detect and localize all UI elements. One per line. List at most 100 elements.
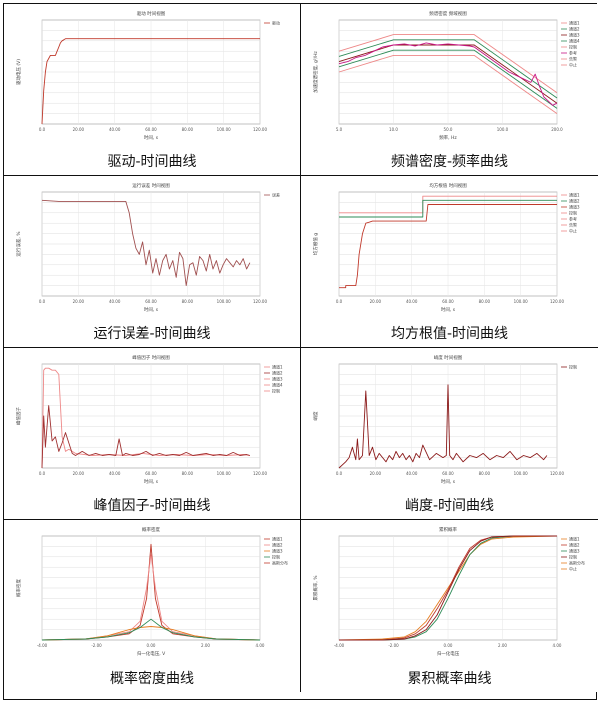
legend-label: 中止	[569, 62, 577, 68]
series-line	[339, 199, 557, 218]
caption-rms-time: 均方根值-时间曲线	[390, 326, 509, 342]
x-axis-label: 归一化电压	[437, 650, 460, 657]
chart-title: 均方根值 时间视图	[429, 182, 467, 189]
x-tick-label: 60.00	[145, 471, 157, 476]
cell-crest-time: 峰值因子 时间视图 0.0 20.00 40.00 60.00 80.00 100.00 12…	[4, 348, 301, 520]
chart-psd-freq: 频谱密度 频域视图 5.0 10.0 50.0 100.0 200.0 频率, Hz 加速度谱…	[312, 10, 580, 141]
series-line	[41, 618, 261, 641]
y-axis-label: 概率密度	[15, 579, 22, 597]
x-tick-label: 80.00	[479, 471, 491, 476]
caption-cdf: 累积概率曲线	[407, 671, 492, 687]
x-axis-label: 时间, s	[441, 306, 456, 313]
x-tick-label: 40.00	[109, 299, 121, 304]
legend-label: 参考	[569, 50, 577, 56]
cell-error-time: 运行误差 时间视图 0.0 20.00 40.00 60.00 80.00 100.00 12…	[4, 176, 301, 348]
x-tick-label: 100.0	[497, 127, 509, 132]
x-tick-label: 60.00	[442, 299, 454, 304]
x-tick-label: 5.0	[336, 127, 343, 132]
cell-rms-time: 均方根值 时间视图 0.0 20.00 40.00 60.00 80.00 100.00 12…	[301, 176, 598, 348]
legend-label: 驱动	[272, 20, 280, 26]
legend-label: 控制	[272, 388, 280, 394]
x-tick-label: 100.00	[514, 471, 528, 476]
x-tick-label: 4.00	[256, 643, 265, 648]
cell-cdf: 累积概率 -4.00 -2.00 0.00 2.00 4.00 归一化电压 累积概率, % 通道…	[301, 520, 598, 692]
series-line	[339, 535, 557, 641]
x-axis-label: 时间, s	[144, 478, 159, 485]
y-axis-label: 驱动电压 (V)	[15, 59, 22, 85]
x-axis-label: 频率, Hz	[439, 134, 457, 141]
x-tick-label: 0.0	[39, 471, 46, 476]
legend-label: 通道4	[272, 382, 283, 388]
x-tick-label: 0.0	[39, 127, 46, 132]
legend-label: 告警	[569, 222, 577, 228]
x-tick-label: 100.00	[217, 299, 231, 304]
legend-label: 控制	[272, 554, 280, 560]
series-line	[338, 34, 558, 94]
x-tick-label: 120.00	[253, 299, 267, 304]
chart-title: 频谱密度 频域视图	[429, 10, 467, 17]
legend-label: 通道1	[569, 536, 580, 542]
cell-psd-freq: 频谱密度 频域视图 5.0 10.0 50.0 100.0 200.0 频率, Hz 加速度谱…	[301, 4, 598, 176]
chart-grid: 驱动 时间视图 0.0 20.00 40.00 60.00 80.00 100.00 120.…	[3, 3, 598, 700]
series-line	[41, 199, 251, 287]
legend-label: 通道3	[569, 32, 580, 38]
series-line	[338, 54, 558, 114]
series-line	[41, 626, 261, 641]
caption-psd-freq: 频谱密度-频率曲线	[390, 154, 509, 170]
x-tick-label: 2.00	[201, 643, 210, 648]
x-tick-label: -4.00	[334, 643, 345, 648]
legend-label: 通道4	[569, 38, 580, 44]
legend-label: 通道2	[569, 26, 580, 32]
x-axis-label: 时间, s	[144, 134, 159, 141]
x-tick-label: 100.00	[217, 471, 231, 476]
y-axis-label: 累积概率, %	[312, 575, 319, 601]
x-tick-label: 0.0	[336, 299, 343, 304]
cell-pdf: 概率密度 -4.00 -2.00 0.00 2.00 4.00 归一化电压, V 概率密度 通道…	[4, 520, 301, 692]
x-tick-label: 50.0	[444, 127, 453, 132]
x-tick-label: 20.00	[73, 471, 85, 476]
x-tick-label: 200.0	[551, 127, 563, 132]
caption-crest-time: 峰值因子-时间曲线	[93, 498, 211, 514]
series-line	[338, 42, 558, 106]
x-tick-label: 120.00	[253, 127, 267, 132]
legend-label: 通道3	[569, 548, 580, 554]
legend-label: 中止	[569, 566, 577, 572]
legend-label: 通道1	[272, 364, 283, 370]
x-tick-label: 0.00	[147, 643, 156, 648]
caption-pdf: 概率密度曲线	[110, 671, 194, 687]
x-tick-label: 80.00	[182, 471, 194, 476]
chart-title: 峰值因子 时间视图	[132, 354, 170, 361]
x-tick-label: 20.00	[370, 299, 382, 304]
series-line	[338, 39, 558, 99]
chart-cdf: 累积概率 -4.00 -2.00 0.00 2.00 4.00 归一化电压 累积概率, % 通道…	[312, 526, 585, 657]
chart-title: 累积概率	[439, 526, 457, 533]
legend-label: 通道1	[569, 192, 580, 198]
x-tick-label: 0.0	[336, 471, 343, 476]
chart-crest-time: 峰值因子 时间视图 0.0 20.00 40.00 60.00 80.00 100.00 12…	[15, 354, 283, 485]
legend-label: 通道3	[272, 548, 283, 554]
legend-label: 告警	[569, 56, 577, 62]
x-axis-label: 时间, s	[441, 478, 456, 485]
x-tick-label: 120.00	[550, 299, 564, 304]
x-tick-label: 60.00	[145, 299, 157, 304]
legend-label: 通道1	[569, 20, 580, 26]
chart-error-time: 运行误差 时间视图 0.0 20.00 40.00 60.00 80.00 100.00 12…	[15, 182, 280, 313]
x-tick-label: -4.00	[37, 643, 48, 648]
x-tick-label: 120.00	[550, 471, 564, 476]
series-line	[41, 367, 250, 469]
x-tick-label: 60.00	[442, 471, 454, 476]
x-tick-label: 100.00	[217, 127, 231, 132]
legend-label: 参考	[569, 216, 577, 222]
x-axis-label: 时间, s	[144, 306, 159, 313]
legend-label: 中止	[569, 228, 577, 234]
cell-drive-time: 驱动 时间视图 0.0 20.00 40.00 60.00 80.00 100.00 120.…	[4, 4, 301, 176]
legend-label: 控制	[569, 210, 577, 216]
x-tick-label: 10.0	[389, 127, 398, 132]
y-axis-label: 加速度谱密度, g²/Hz	[312, 50, 319, 92]
legend-label: 通道2	[569, 542, 580, 548]
legend-label: 通道1	[272, 536, 283, 542]
series-line	[338, 44, 558, 104]
chart-title: 运行误差 时间视图	[132, 182, 170, 189]
caption-error-time: 运行误差-时间曲线	[93, 326, 211, 342]
